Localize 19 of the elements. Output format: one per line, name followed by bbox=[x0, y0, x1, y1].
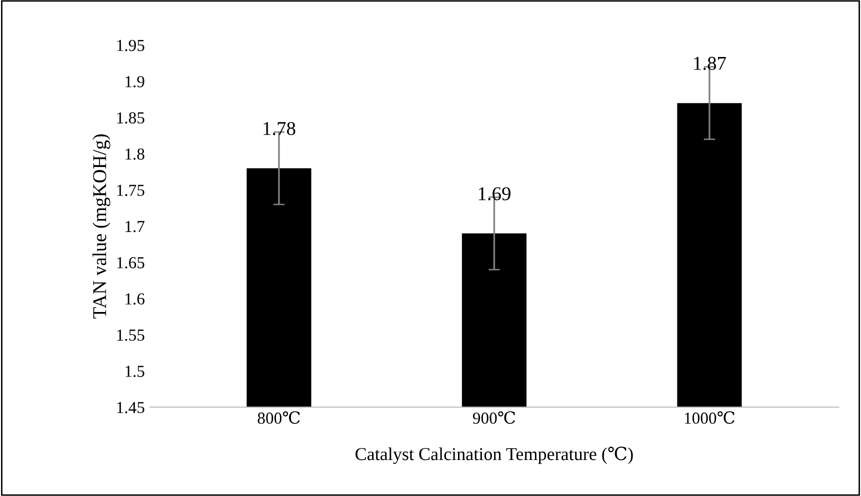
y-tick-label: 1.9 bbox=[126, 76, 144, 88]
y-tick-label: 1.5 bbox=[126, 366, 144, 378]
y-tick-label: 1.95 bbox=[117, 40, 144, 52]
y-tick-label: 1.65 bbox=[117, 257, 144, 268]
y-tick-label: 1.55 bbox=[117, 330, 144, 341]
y-tick-label: 1.45 bbox=[117, 402, 144, 414]
y-axis-title: TAN value (mgKOH/g) bbox=[92, 134, 110, 318]
data-label: 1.69 bbox=[478, 187, 510, 200]
x-tick-label: 800℃ bbox=[258, 411, 300, 424]
x-tick-label: 900℃ bbox=[472, 411, 516, 424]
x-axis-title: Catalyst Calcination Temperature (℃) bbox=[356, 446, 633, 464]
data-label: 1.78 bbox=[264, 122, 296, 136]
x-tick-label: 1000℃ bbox=[684, 411, 734, 424]
y-tick-label: 1.85 bbox=[117, 112, 144, 124]
y-tick-label: 1.7 bbox=[126, 220, 144, 232]
y-tick-label: 1.8 bbox=[126, 148, 144, 160]
y-tick-label: 1.6 bbox=[126, 293, 144, 305]
data-label: 1.87 bbox=[694, 56, 726, 70]
y-tick-label: 1.75 bbox=[117, 184, 144, 196]
